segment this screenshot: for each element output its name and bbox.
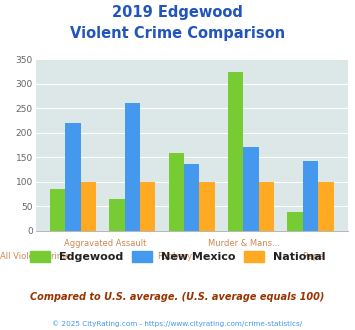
Bar bbox=[81, 182, 96, 231]
Text: Aggravated Assault: Aggravated Assault bbox=[64, 239, 146, 248]
Bar bbox=[109, 199, 125, 231]
Text: All Violent Crime: All Violent Crime bbox=[0, 252, 71, 261]
Text: Rape: Rape bbox=[302, 252, 324, 261]
Bar bbox=[169, 152, 184, 231]
Bar bbox=[244, 147, 259, 231]
Bar bbox=[184, 164, 200, 231]
Bar bbox=[228, 72, 244, 231]
Bar bbox=[50, 189, 65, 231]
Bar bbox=[287, 213, 303, 231]
Bar bbox=[125, 103, 140, 231]
Text: Compared to U.S. average. (U.S. average equals 100): Compared to U.S. average. (U.S. average … bbox=[30, 292, 325, 302]
Bar bbox=[259, 182, 274, 231]
Bar bbox=[140, 182, 155, 231]
Text: © 2025 CityRating.com - https://www.cityrating.com/crime-statistics/: © 2025 CityRating.com - https://www.city… bbox=[53, 320, 302, 327]
Text: 2019 Edgewood: 2019 Edgewood bbox=[112, 5, 243, 20]
Bar bbox=[200, 182, 215, 231]
Legend: Edgewood, New Mexico, National: Edgewood, New Mexico, National bbox=[25, 247, 330, 267]
Bar bbox=[65, 123, 81, 231]
Text: Robbery: Robbery bbox=[157, 252, 192, 261]
Text: Violent Crime Comparison: Violent Crime Comparison bbox=[70, 26, 285, 41]
Text: Murder & Mans...: Murder & Mans... bbox=[208, 239, 280, 248]
Bar bbox=[318, 182, 334, 231]
Bar bbox=[303, 161, 318, 231]
